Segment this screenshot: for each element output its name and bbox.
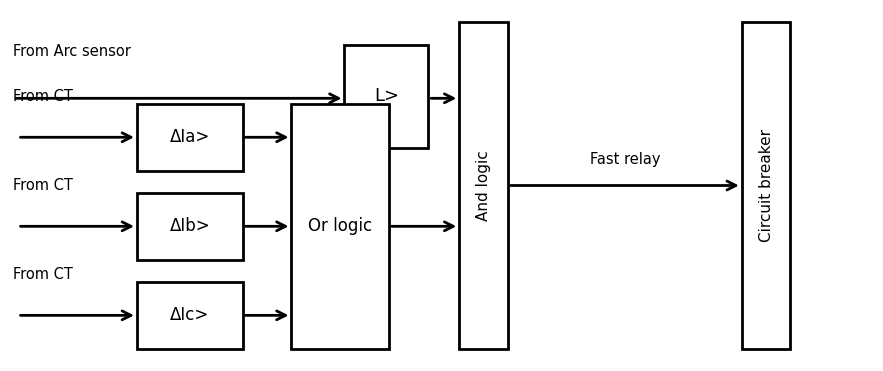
Text: From Arc sensor: From Arc sensor <box>13 45 131 59</box>
Text: From CT: From CT <box>13 89 73 104</box>
Text: From CT: From CT <box>13 178 73 193</box>
Bar <box>137 193 243 260</box>
Text: Fast relay: Fast relay <box>590 152 660 167</box>
Bar <box>344 45 428 148</box>
Bar <box>137 104 243 171</box>
Text: ΔIa>: ΔIa> <box>170 128 210 146</box>
Bar <box>291 104 389 349</box>
Bar <box>137 282 243 349</box>
Text: Or logic: Or logic <box>308 217 372 235</box>
Text: And logic: And logic <box>476 150 491 221</box>
Text: ΔIc>: ΔIc> <box>170 306 209 324</box>
Text: ΔIb>: ΔIb> <box>170 217 210 235</box>
Text: Circuit breaker: Circuit breaker <box>758 129 774 242</box>
Bar <box>459 22 508 349</box>
Text: L>: L> <box>374 88 399 105</box>
Bar <box>742 22 790 349</box>
Text: From CT: From CT <box>13 267 73 282</box>
